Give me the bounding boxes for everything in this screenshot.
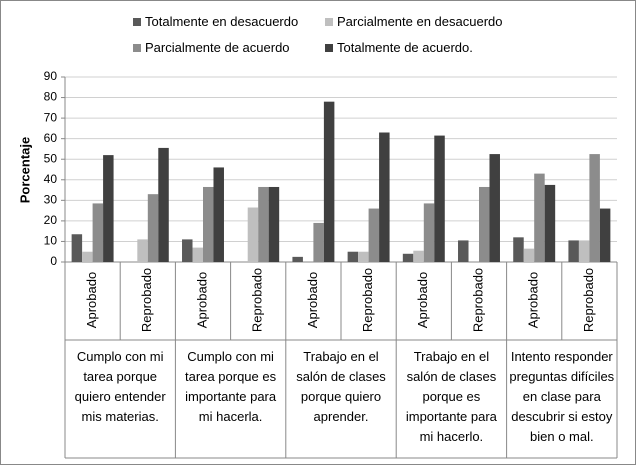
x-tick-label: Reprobado — [360, 268, 375, 332]
legend-label: Parcialmente en desacuerdo — [337, 14, 503, 29]
x-tick-label: Aprobado — [84, 272, 99, 328]
bar — [313, 222, 324, 262]
bar — [247, 207, 259, 262]
bar — [82, 251, 93, 262]
bar — [599, 208, 611, 262]
bar — [213, 167, 224, 262]
legend-swatch — [325, 43, 333, 52]
x-tick-label: Reprobado — [139, 268, 154, 332]
bar — [434, 135, 445, 262]
y-tick-label: 90 — [44, 69, 58, 83]
bar — [523, 248, 535, 262]
y-tick-label: 50 — [44, 151, 58, 165]
x-tick-label: Aprobado — [305, 272, 320, 328]
bar — [379, 132, 390, 262]
legend-label: Totalmente en desacuerdo — [145, 14, 299, 29]
legend-item: Parcialmente de acuerdo — [133, 40, 290, 55]
bar — [578, 240, 590, 262]
legend-swatch — [325, 17, 333, 26]
group-label: Cumplo con mi tarea porque quiero entend… — [74, 349, 166, 424]
bar — [544, 184, 556, 262]
bar — [402, 253, 414, 262]
bar — [192, 247, 203, 262]
bar — [203, 186, 214, 262]
x-tick-label: Reprobado — [470, 268, 485, 332]
bar — [147, 194, 159, 262]
x-tick-label: Reprobado — [581, 268, 596, 332]
legend-item: Totalmente de acuerdo. — [325, 40, 473, 55]
group-label: Intento responder preguntas difíciles en… — [509, 349, 615, 444]
bar — [347, 251, 359, 262]
bar — [458, 240, 469, 262]
group-label: Cumplo con mi tarea porque es importante… — [185, 349, 277, 424]
bar — [292, 256, 303, 262]
legend-label: Totalmente de acuerdo. — [337, 40, 473, 55]
y-tick-label: 70 — [44, 110, 58, 124]
bar — [489, 154, 500, 262]
y-tick-label: 40 — [44, 172, 58, 186]
bar — [358, 251, 369, 262]
y-tick-label: 10 — [44, 234, 58, 248]
bar — [92, 203, 104, 262]
bar — [413, 250, 424, 262]
y-tick-label: 80 — [44, 90, 58, 104]
y-tick-label: 30 — [44, 193, 58, 207]
group-label: Trabajo en el salón de clases porque es … — [405, 349, 497, 444]
bar — [268, 186, 280, 262]
legend-swatch — [133, 43, 141, 52]
bar — [479, 186, 490, 262]
bar — [103, 155, 114, 262]
x-tick-label: Aprobado — [415, 272, 430, 328]
y-axis-label: Porcentaje — [17, 137, 32, 203]
bar — [71, 234, 83, 262]
bar — [258, 186, 269, 262]
x-tick-label: Reprobado — [250, 268, 265, 332]
y-tick-label: 20 — [44, 213, 58, 227]
bar — [182, 239, 193, 262]
bar — [513, 237, 524, 262]
bar — [568, 240, 579, 262]
y-tick-label: 0 — [50, 254, 57, 268]
bar — [137, 239, 148, 262]
bar — [158, 147, 169, 262]
legend-label: Parcialmente de acuerdo — [145, 40, 290, 55]
bar — [323, 101, 335, 263]
x-tick-label: Aprobado — [526, 272, 541, 328]
bar — [423, 203, 435, 262]
bar — [368, 208, 380, 262]
bar — [589, 154, 600, 262]
y-tick-label: 60 — [44, 131, 58, 145]
legend-item: Parcialmente en desacuerdo — [325, 14, 503, 29]
group-label: Trabajo en el salón de clases porque qui… — [296, 349, 386, 424]
bar — [534, 173, 545, 262]
legend-swatch — [133, 17, 141, 26]
x-tick-label: Aprobado — [194, 272, 209, 328]
legend-item: Totalmente en desacuerdo — [133, 14, 298, 29]
